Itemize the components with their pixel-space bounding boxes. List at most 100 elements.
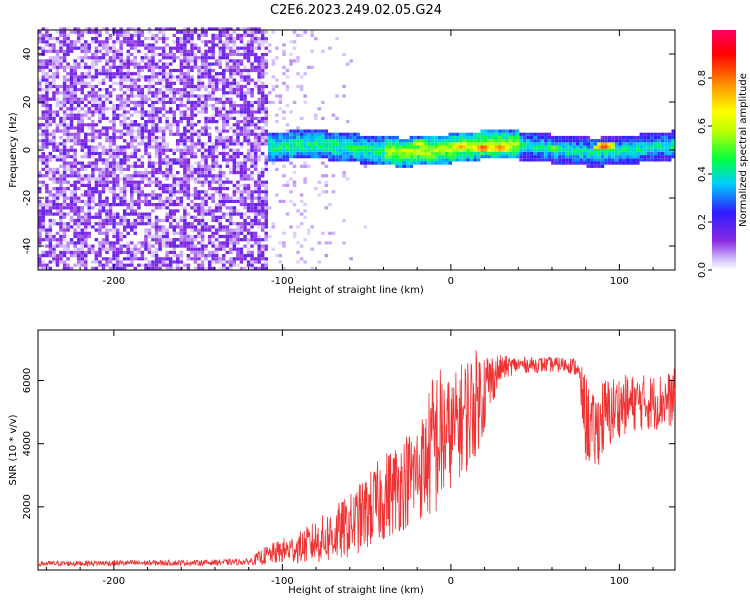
- heatmap-cell: [172, 27, 176, 31]
- heatmap-cell: [91, 104, 95, 108]
- heatmap-cell: [211, 266, 215, 270]
- heatmap-cell: [172, 52, 176, 57]
- heatmap-cell: [257, 62, 261, 66]
- heatmap-cell: [222, 52, 226, 57]
- heatmap-cell: [225, 91, 230, 95]
- heatmap-cell: [52, 43, 56, 47]
- heatmap-cell: [62, 263, 67, 267]
- heatmap-cell: [204, 266, 208, 270]
- heatmap-cell: [84, 49, 88, 53]
- heatmap-cell: [430, 139, 435, 143]
- heatmap-cell: [353, 135, 357, 140]
- heatmap-cell: [232, 190, 237, 194]
- heatmap-cell: [232, 88, 237, 92]
- heatmap-cell: [193, 161, 198, 165]
- heatmap-cell: [225, 110, 230, 114]
- heatmap-cell: [430, 161, 435, 165]
- heatmap-cell: [101, 199, 106, 203]
- heatmap-cell: [374, 158, 378, 162]
- heatmap-cell: [66, 161, 70, 165]
- heatmap-cell: [512, 155, 516, 159]
- heatmap-cell: [183, 116, 187, 120]
- heatmap-cell: [73, 183, 77, 187]
- heatmap-cell: [625, 142, 629, 146]
- heatmap-cell: [409, 151, 414, 156]
- heatmap-cell: [130, 75, 134, 79]
- heatmap-cell: [207, 180, 212, 184]
- heatmap-cell: [193, 145, 198, 149]
- heatmap-cell: [537, 158, 541, 162]
- heatmap-cell: [342, 171, 346, 175]
- heatmap-cell: [597, 145, 601, 149]
- heatmap-cell: [268, 135, 272, 140]
- heatmap-cell: [409, 135, 414, 140]
- heatmap-cell: [388, 161, 392, 165]
- heatmap-cell: [207, 52, 212, 57]
- heatmap-cell: [204, 126, 208, 130]
- heatmap-cell: [84, 218, 88, 223]
- heatmap-cell: [646, 151, 651, 156]
- heatmap-cell: [80, 183, 84, 187]
- heatmap-cell: [122, 120, 127, 124]
- heatmap-cell: [260, 228, 265, 232]
- heatmap-cell: [416, 155, 421, 159]
- heatmap-cell: [204, 180, 208, 184]
- heatmap-cell: [204, 257, 208, 261]
- heatmap-cell: [434, 155, 438, 159]
- heatmap-cell: [176, 68, 180, 73]
- heatmap-cell: [239, 84, 244, 89]
- heatmap-cell: [91, 56, 95, 60]
- heatmap-cell: [257, 234, 261, 239]
- heatmap-cell: [452, 155, 456, 159]
- heatmap-cell: [140, 161, 145, 165]
- heatmap-cell: [190, 257, 194, 261]
- heatmap-cell: [268, 91, 272, 95]
- heatmap-cell: [41, 142, 45, 146]
- heatmap-cell: [473, 158, 477, 162]
- heatmap-cell: [621, 145, 626, 149]
- heatmap-cell: [183, 164, 187, 168]
- heatmap-cell: [62, 100, 67, 104]
- heatmap-cell: [253, 158, 258, 162]
- heatmap-cell: [186, 241, 191, 245]
- heatmap-cell: [108, 171, 113, 175]
- heatmap-cell: [126, 129, 130, 133]
- heatmap-cell: [190, 91, 194, 95]
- heatmap-cell: [406, 151, 410, 156]
- heatmap-cell: [38, 46, 42, 50]
- heatmap-cell: [147, 260, 152, 264]
- heatmap-cell: [69, 65, 74, 69]
- heatmap-cell: [176, 190, 180, 194]
- heatmap-cell: [48, 120, 53, 124]
- heatmap-cell: [229, 135, 233, 140]
- heatmap-cell: [445, 158, 449, 162]
- heatmap-cell: [374, 148, 378, 152]
- heatmap-cell: [211, 40, 215, 44]
- heatmap-cell: [105, 97, 109, 101]
- heatmap-cell: [73, 84, 77, 89]
- heatmap-cell: [547, 151, 552, 156]
- heatmap-cell: [84, 263, 88, 267]
- heatmap-cell: [384, 142, 389, 146]
- heatmap-cell: [161, 97, 166, 101]
- heatmap-cell: [161, 139, 166, 143]
- heatmap-cell: [98, 142, 102, 146]
- heatmap-cell: [381, 142, 385, 146]
- heatmap-cell: [122, 72, 127, 76]
- heatmap-cell: [168, 187, 173, 191]
- heatmap-cell: [172, 199, 176, 203]
- heatmap-cell: [108, 33, 113, 37]
- heatmap-cell: [197, 212, 201, 216]
- heatmap-cell: [335, 148, 339, 152]
- heatmap-cell: [204, 190, 208, 194]
- heatmap-cell: [338, 155, 343, 159]
- heatmap-cell: [299, 244, 304, 248]
- heatmap-cell: [207, 266, 212, 270]
- heatmap-cell: [38, 158, 42, 162]
- heatmap-cell: [119, 199, 123, 203]
- heatmap-cell: [172, 266, 176, 270]
- heatmap-cell: [165, 257, 169, 261]
- heatmap-cell: [430, 145, 435, 149]
- heatmap-cell: [66, 126, 70, 130]
- heatmap-cell: [168, 212, 173, 216]
